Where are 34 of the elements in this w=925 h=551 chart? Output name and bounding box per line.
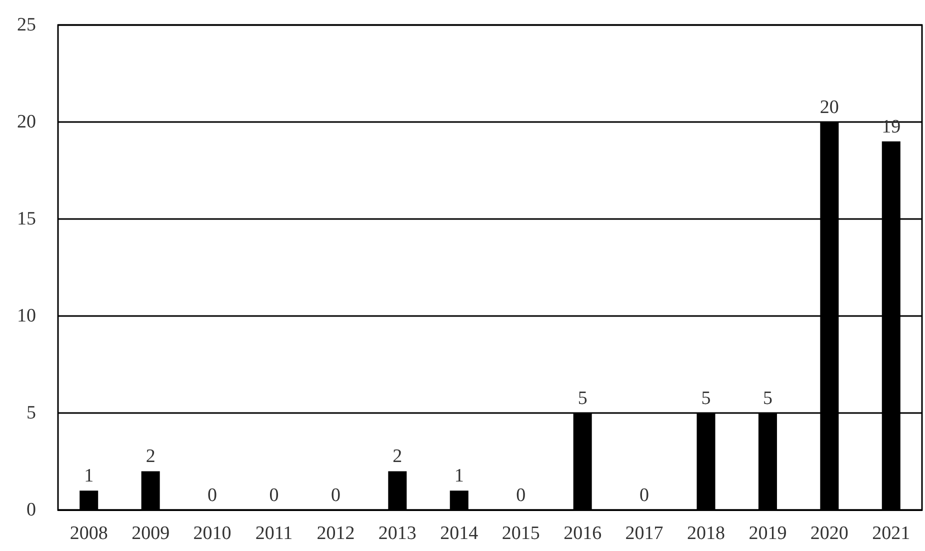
x-tick-label: 2021 bbox=[872, 523, 910, 544]
data-label: 0 bbox=[516, 485, 526, 506]
data-label: 0 bbox=[640, 485, 650, 506]
y-tick-label: 15 bbox=[17, 208, 36, 230]
y-tick-label: 20 bbox=[17, 112, 36, 132]
data-label: 1 bbox=[454, 466, 464, 487]
data-label: 5 bbox=[762, 388, 772, 409]
x-tick-label: 2015 bbox=[502, 523, 540, 544]
x-tick-label: 2018 bbox=[687, 523, 725, 544]
y-tick-label: 25 bbox=[17, 14, 36, 36]
x-tick-label: 2010 bbox=[193, 523, 232, 544]
data-label: 2 bbox=[146, 446, 156, 468]
x-tick-label: 2012 bbox=[316, 523, 355, 544]
data-label: 5 bbox=[578, 388, 588, 409]
x-tick-label: 2014 bbox=[440, 523, 479, 544]
y-tick-label: 5 bbox=[26, 402, 36, 424]
y-tick-label: 0 bbox=[26, 500, 36, 520]
x-tick-label: 2013 bbox=[378, 523, 416, 544]
x-tick-label: 2008 bbox=[70, 523, 108, 544]
x-tick-label: 2020 bbox=[810, 523, 848, 544]
x-tick-label: 2009 bbox=[132, 523, 170, 544]
x-tick-label: 2019 bbox=[748, 523, 787, 544]
data-label: 0 bbox=[330, 485, 340, 506]
y-tick-label: 10 bbox=[17, 306, 36, 326]
data-label: 5 bbox=[701, 388, 711, 409]
x-tick-label: 2016 bbox=[564, 523, 602, 544]
x-tick-label: 2011 bbox=[255, 523, 293, 544]
data-label: 1 bbox=[84, 466, 94, 487]
data-label: 20 bbox=[820, 97, 839, 118]
data-label: 19 bbox=[882, 116, 901, 138]
data-label: 0 bbox=[269, 485, 279, 506]
data-label: 2 bbox=[392, 446, 402, 468]
x-tick-label: 2017 bbox=[625, 523, 664, 544]
data-label: 0 bbox=[208, 485, 218, 506]
